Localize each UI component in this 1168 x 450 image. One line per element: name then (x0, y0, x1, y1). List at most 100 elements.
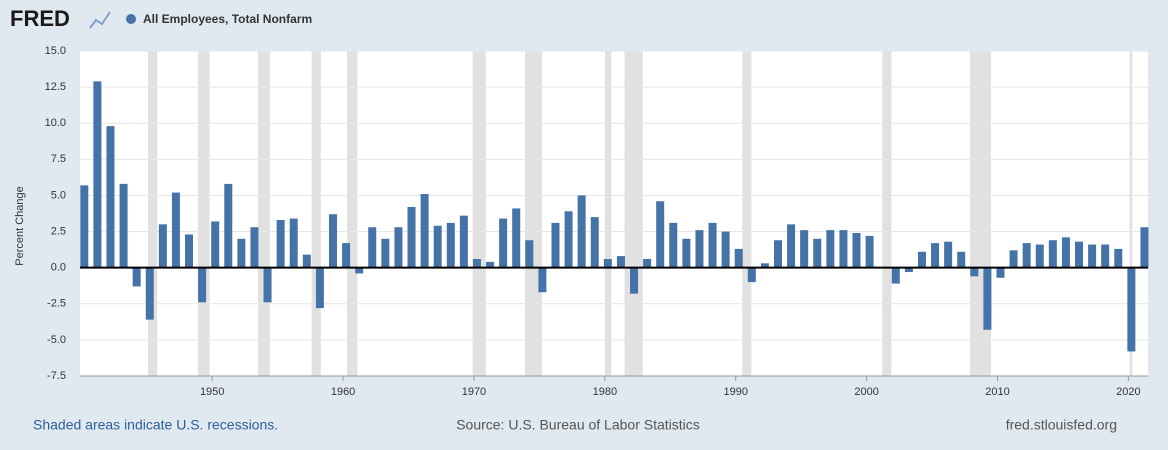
bar (813, 238, 822, 268)
bar (145, 267, 154, 320)
bar (826, 230, 835, 268)
x-tick-label: 1970 (462, 386, 486, 398)
x-tick-label: 2020 (1116, 386, 1140, 398)
recession-note: Shaded areas indicate U.S. recessions. (33, 417, 278, 433)
bar (1048, 240, 1057, 268)
bar (616, 256, 625, 268)
bar (773, 240, 782, 268)
bar (708, 222, 717, 268)
bar (1140, 227, 1149, 268)
y-axis-label: Percent Change (14, 186, 26, 266)
bar (328, 214, 337, 268)
bar (1127, 267, 1136, 352)
bar (315, 267, 324, 309)
y-tick-label: 7.5 (51, 153, 66, 165)
bar (237, 238, 246, 268)
recession-band (882, 51, 892, 376)
recession-band (347, 51, 358, 376)
bar (302, 254, 311, 268)
bar (80, 185, 89, 268)
bar (368, 227, 377, 268)
bar (839, 230, 848, 268)
bar (721, 231, 730, 268)
bar (250, 227, 259, 268)
legend-label[interactable]: All Employees, Total Nonfarm (143, 12, 312, 26)
bar (970, 267, 979, 277)
bar (381, 238, 390, 268)
y-tick-label: 5.0 (51, 189, 66, 201)
bar (747, 267, 756, 283)
bar (996, 267, 1005, 278)
bar (577, 195, 586, 268)
bar (1061, 237, 1070, 268)
bar (342, 243, 351, 268)
y-tick-label: 0.0 (51, 262, 66, 274)
bar (276, 220, 285, 268)
recession-band (525, 51, 543, 376)
bar (931, 243, 940, 268)
bar (983, 267, 992, 330)
bar (787, 224, 796, 268)
legend-swatch (126, 14, 136, 24)
recession-band (472, 51, 486, 376)
bar (1101, 244, 1110, 268)
bar (957, 251, 966, 268)
y-tick-label: 2.5 (51, 225, 66, 237)
y-tick-label: 12.5 (45, 81, 66, 93)
bar (695, 230, 704, 268)
site: fred.stlouisfed.org (1006, 417, 1117, 433)
bar (211, 221, 220, 268)
x-tick-label: 2000 (854, 386, 878, 398)
bar (917, 251, 926, 268)
recession-band (258, 51, 270, 376)
bar (185, 234, 194, 268)
bar (224, 183, 233, 268)
bar (512, 208, 521, 268)
bar (603, 259, 612, 268)
brand-logo[interactable]: FRED (10, 6, 70, 31)
x-tick-label: 1960 (331, 386, 355, 398)
bar (499, 218, 508, 268)
bar (472, 259, 481, 268)
x-tick-label: 1950 (200, 386, 224, 398)
recession-band (604, 51, 612, 376)
bar (682, 238, 691, 268)
y-tick-label: 10.0 (45, 117, 66, 129)
bar (865, 235, 874, 268)
bar (643, 259, 652, 268)
bar (263, 267, 272, 303)
bar (564, 211, 573, 268)
bar (630, 267, 639, 294)
recession-band (148, 51, 158, 376)
bar (852, 233, 861, 268)
y-tick-label: -5.0 (47, 334, 66, 346)
bar (551, 222, 560, 268)
bar (446, 222, 455, 268)
bar (93, 81, 102, 268)
bar (538, 267, 547, 293)
recession-band (742, 51, 752, 376)
y-tick-label: -2.5 (47, 298, 66, 310)
bar (904, 267, 913, 272)
bar (433, 225, 442, 268)
recession-band (624, 51, 643, 376)
bar (394, 227, 403, 268)
recession-band (197, 51, 210, 376)
bar (420, 194, 429, 268)
bar (944, 241, 953, 268)
bar (158, 224, 167, 268)
bar (171, 192, 180, 268)
bar (198, 267, 207, 303)
bar (407, 207, 416, 268)
y-tick-label: -7.5 (47, 370, 66, 382)
bar (1088, 244, 1097, 268)
bar (1009, 250, 1018, 268)
bar (525, 240, 534, 268)
bar (590, 217, 599, 268)
bar (760, 263, 769, 268)
bar (1075, 241, 1084, 268)
bar (1114, 248, 1123, 268)
x-tick-label: 1980 (593, 386, 617, 398)
bar (656, 201, 665, 268)
